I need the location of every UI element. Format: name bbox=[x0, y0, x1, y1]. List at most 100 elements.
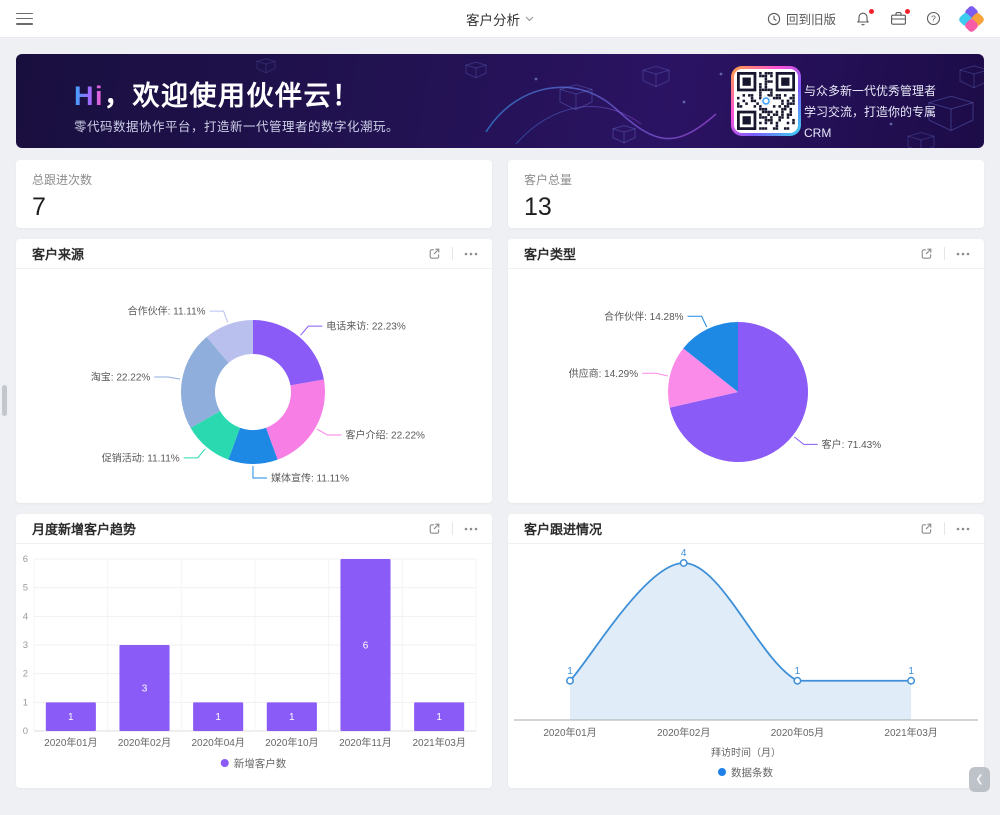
x-axis-title: 拜访时间（月） bbox=[711, 746, 781, 759]
pie-slice bbox=[668, 348, 738, 408]
qr-module bbox=[792, 102, 795, 105]
slice-label: 客户介绍: 22.22% bbox=[345, 429, 425, 442]
drawer-handle[interactable] bbox=[2, 385, 7, 416]
y-tick-label: 4 bbox=[23, 611, 28, 622]
collapse-widget-button[interactable]: ❮ bbox=[969, 767, 990, 792]
deco-cube bbox=[256, 60, 276, 65]
collapse-icon: ❮ bbox=[975, 774, 984, 785]
more-button[interactable] bbox=[462, 525, 480, 533]
slice-label: 合作伙伴: 11.11% bbox=[128, 305, 206, 318]
qr-module bbox=[792, 94, 795, 97]
legend-dot bbox=[718, 768, 726, 776]
open-in-new-icon bbox=[429, 248, 440, 259]
more-button[interactable] bbox=[954, 250, 972, 258]
divider bbox=[944, 247, 945, 260]
y-tick-label: 6 bbox=[23, 554, 28, 565]
qr-module bbox=[759, 105, 762, 108]
qr-module bbox=[786, 102, 790, 105]
card-actions bbox=[426, 520, 480, 537]
banner-subtitle: 零代码数据协作平台，打造新一代管理者的数字化潮玩。 bbox=[74, 120, 400, 134]
monthly-new-customers-card: 月度新增客户趋势 0 1 2 3 4 5 6 1 2020年01月 3 2020年02月 1 2020年… bbox=[16, 514, 492, 788]
qr-module bbox=[775, 110, 779, 114]
qr-module bbox=[767, 113, 770, 116]
charts-row-2: 月度新增客户趋势 0 1 2 3 4 5 6 1 2020年01月 3 2020年02月 1 2020年… bbox=[16, 514, 984, 788]
qr-module bbox=[764, 74, 768, 78]
qr-module bbox=[778, 94, 781, 97]
deco-cube bbox=[907, 135, 935, 141]
qr-module bbox=[764, 107, 768, 111]
customer-type-pie-chart: 客户: 71.43% 供应商: 14.29% 合作伙伴: 14.28% bbox=[569, 310, 881, 462]
y-tick-label: 5 bbox=[23, 583, 28, 594]
qr-module bbox=[770, 72, 773, 75]
qr-module bbox=[783, 94, 787, 97]
data-point bbox=[793, 676, 802, 685]
slice-label: 电话来访: 22.23% bbox=[326, 320, 406, 333]
card-header: 客户来源 bbox=[16, 239, 492, 269]
qr-module bbox=[775, 96, 779, 100]
qr-module bbox=[759, 83, 762, 86]
qr-module bbox=[786, 113, 790, 116]
charts-row-1: 客户来源 电话来访: 22.23% 客户介绍: 22.22% 媒体宣传: 11.11… bbox=[16, 239, 984, 503]
qr-module bbox=[761, 88, 765, 92]
deco-cube bbox=[465, 64, 487, 69]
legend-label: 数据条数 bbox=[731, 766, 773, 779]
card-actions bbox=[918, 245, 972, 262]
dashboard-title-dropdown[interactable]: 客户分析 bbox=[466, 9, 534, 29]
y-tick-label: 3 bbox=[23, 640, 28, 651]
label-line bbox=[687, 315, 708, 328]
inbox-button[interactable] bbox=[890, 8, 911, 26]
qr-module bbox=[764, 110, 768, 114]
x-tick-label: 2020年05月 bbox=[771, 726, 824, 739]
qr-module bbox=[789, 102, 793, 105]
deco-cube bbox=[559, 84, 593, 111]
qr-module bbox=[761, 116, 765, 119]
followup-trend-line-chart: 1 2020年01月 4 2020年02月 1 2020年05月 1 2021年03月拜访时间… bbox=[514, 548, 978, 779]
qr-module bbox=[750, 96, 754, 100]
bar-value-label: 1 bbox=[289, 712, 295, 723]
qr-module bbox=[775, 94, 779, 97]
back-to-old-version-button[interactable]: 回到旧版 bbox=[767, 9, 836, 28]
qr-module bbox=[764, 77, 768, 81]
qr-module bbox=[783, 105, 787, 108]
card-header: 客户跟进情况 bbox=[508, 514, 984, 544]
more-button[interactable] bbox=[462, 250, 480, 258]
legend-dot bbox=[220, 759, 229, 767]
area-fill bbox=[570, 563, 912, 720]
qr-module bbox=[745, 102, 748, 105]
qr-module bbox=[761, 107, 765, 111]
qr-module bbox=[756, 102, 759, 105]
expand-button[interactable] bbox=[426, 520, 443, 537]
menu-icon[interactable] bbox=[16, 12, 33, 25]
notifications-button[interactable] bbox=[855, 7, 875, 27]
qr-module bbox=[792, 96, 795, 100]
qr-module bbox=[770, 116, 773, 119]
qr-module bbox=[786, 116, 790, 119]
x-tick-label: 2021年03月 bbox=[412, 736, 465, 749]
pie-slice bbox=[206, 320, 253, 363]
qr-module bbox=[789, 113, 793, 116]
qr-module bbox=[750, 94, 754, 97]
deco-cube bbox=[907, 131, 935, 148]
qr-module bbox=[786, 99, 790, 103]
qr-module bbox=[764, 88, 768, 92]
expand-button[interactable] bbox=[426, 245, 443, 262]
label-line bbox=[209, 310, 229, 323]
x-tick-label: 2020年01月 bbox=[44, 736, 97, 749]
card-actions bbox=[918, 520, 972, 537]
qr-module bbox=[737, 105, 740, 108]
qr-module bbox=[789, 107, 793, 111]
customer-type-card: 客户类型 客户: 71.43% 供应商: 14.29% 合作伙伴: 14.28% bbox=[508, 239, 984, 503]
more-button[interactable] bbox=[954, 525, 972, 533]
topbar-actions: 回到旧版 ? bbox=[767, 4, 986, 33]
data-point bbox=[907, 676, 916, 685]
stat-card-followups: 总跟进次数 7 bbox=[16, 160, 492, 228]
qr-module bbox=[792, 121, 795, 125]
bar-value-label: 1 bbox=[436, 712, 442, 723]
expand-button[interactable] bbox=[918, 245, 935, 262]
expand-button[interactable] bbox=[918, 520, 935, 537]
label-line bbox=[316, 428, 342, 436]
help-button[interactable]: ? bbox=[926, 11, 941, 26]
qr-code-pattern bbox=[737, 72, 795, 130]
qr-module bbox=[753, 99, 757, 103]
app-logo[interactable] bbox=[957, 4, 986, 33]
